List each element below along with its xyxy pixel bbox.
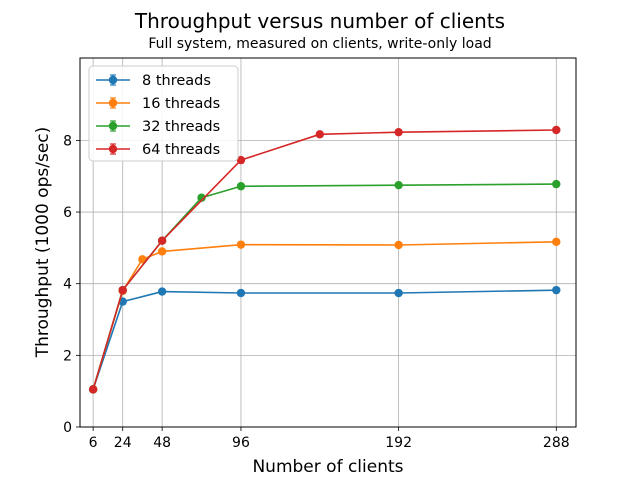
legend-label: 32 threads [142, 119, 220, 135]
legend-marker [108, 144, 118, 154]
y-tick-label: 4 [63, 277, 72, 293]
data-point [552, 237, 561, 246]
data-point [394, 240, 403, 250]
x-tick-label: 288 [543, 435, 570, 451]
y-axis-label: Throughput (1000 ops/sec) [33, 127, 53, 359]
series-8-threads [88, 285, 561, 394]
data-point [157, 287, 167, 296]
legend-label: 8 threads [142, 73, 211, 89]
data-point [236, 288, 246, 298]
legend-box [88, 65, 239, 162]
legend: 8 threads 16 threads 32 threads 64 threads [88, 65, 239, 162]
legend-marker [108, 121, 118, 131]
legend-marker [108, 75, 118, 85]
data-point [394, 288, 403, 298]
legend-item: 16 threads [96, 96, 220, 112]
data-point [236, 182, 246, 191]
x-tick-label: 48 [153, 435, 171, 451]
data-point [236, 155, 246, 165]
data-point [315, 130, 324, 139]
data-point [552, 179, 561, 189]
data-point [138, 255, 147, 264]
x-tick-label: 6 [89, 435, 98, 451]
legend-item: 8 threads [96, 73, 211, 89]
chart-title: Throughput versus number of clients [134, 9, 505, 33]
x-tick-label: 96 [232, 435, 250, 451]
data-point [394, 180, 403, 190]
series-line [92, 183, 557, 390]
data-point [552, 125, 561, 135]
data-point [88, 385, 98, 394]
series-line [92, 240, 557, 390]
legend-item: 32 threads [96, 119, 220, 135]
data-point [197, 193, 206, 202]
data-point [394, 127, 403, 137]
y-tick-label: 2 [63, 348, 72, 364]
data-point [157, 247, 167, 256]
data-point [236, 240, 246, 249]
series-layer [88, 125, 561, 394]
y-tick-label: 8 [63, 133, 72, 149]
x-tick-label: 192 [385, 435, 412, 451]
data-point [118, 285, 127, 295]
legend-item: 64 threads [96, 142, 220, 158]
legend-label: 64 threads [142, 142, 220, 158]
chart-subtitle: Full system, measured on clients, write-… [148, 36, 491, 52]
x-tick-label: 24 [114, 435, 132, 451]
plot-frame [79, 57, 577, 428]
series-line [92, 289, 557, 390]
data-point [552, 285, 561, 295]
y-tick-label: 6 [63, 205, 72, 221]
x-axis-label: Number of clients [252, 457, 403, 477]
series-16-threads [88, 237, 561, 394]
legend-label: 16 threads [142, 96, 220, 112]
y-tick-label: 0 [63, 420, 72, 436]
series-line [92, 129, 557, 390]
legend-marker [108, 98, 118, 108]
data-point [157, 236, 167, 245]
series-64-threads [88, 125, 561, 394]
